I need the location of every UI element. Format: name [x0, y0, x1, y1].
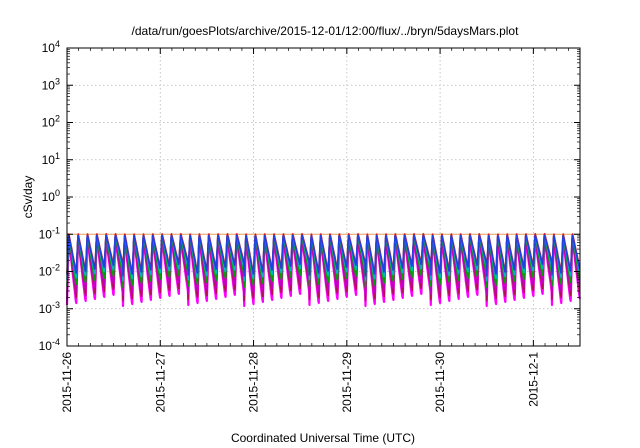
y-tick-label: 102: [42, 114, 60, 130]
series-line: [66, 234, 581, 277]
y-tick-label: 10-1: [39, 225, 60, 241]
series-layer: [65, 232, 582, 308]
y-tick-label: 101: [42, 151, 60, 167]
y-tick-label: 10-3: [39, 300, 60, 316]
y-tick-label: 104: [42, 39, 60, 55]
x-tick-label: 2015-11-30: [433, 352, 447, 413]
x-axis: 2015-11-26 2015-11-27 2015-11-28 2015-11-29…: [60, 48, 569, 413]
y-axis-label: cSv/day: [21, 176, 35, 219]
x-axis-label: Coordinated Universal Time (UTC): [231, 431, 415, 445]
y-tick-label: 10-2: [39, 263, 60, 279]
x-tick-label: 2015-12-1: [526, 352, 540, 407]
y-tick-label: 100: [42, 188, 60, 204]
y-tick-label: 10-4: [39, 337, 60, 353]
x-tick-label: 2015-11-29: [340, 352, 354, 413]
x-tick-label: 2015-11-27: [153, 352, 167, 413]
x-tick-label: 2015-11-26: [60, 352, 74, 413]
x-tick-label: 2015-11-28: [247, 352, 261, 413]
y-tick-label: 103: [42, 76, 60, 92]
chart-title: /data/run/goesPlots/archive/2015-12-01/1…: [132, 24, 520, 38]
grid: [67, 48, 580, 346]
